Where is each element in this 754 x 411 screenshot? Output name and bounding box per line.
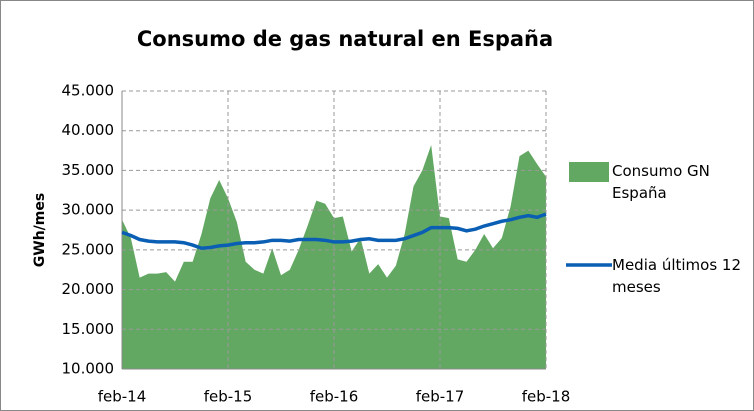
x-tick-label: feb-16 — [310, 388, 359, 406]
x-tick-label: feb-14 — [98, 388, 147, 406]
y-tick-label: 10.000 — [62, 360, 115, 378]
y-tick-label: 25.000 — [62, 240, 115, 258]
legend-label: Consumo GN España — [612, 162, 710, 202]
chart-title: Consumo de gas natural en España — [137, 27, 553, 51]
y-tick-label: 20.000 — [62, 280, 115, 298]
legend-swatch — [569, 162, 609, 182]
y-axis-label: GWh/mes — [32, 193, 48, 267]
y-tick-label: 30.000 — [62, 201, 115, 219]
y-tick-label: 15.000 — [62, 320, 115, 338]
area — [122, 145, 546, 369]
x-tick-label: feb-18 — [522, 388, 571, 406]
line — [121, 212, 547, 251]
legend-label: Media últimos 12 meses — [612, 256, 742, 296]
x-tick-label: feb-15 — [204, 388, 253, 406]
y-tick-label: 40.000 — [62, 121, 115, 139]
y-tick-label: 35.000 — [62, 161, 115, 179]
y-tick-label: 45.000 — [62, 82, 115, 100]
x-tick-label: feb-17 — [416, 388, 465, 406]
